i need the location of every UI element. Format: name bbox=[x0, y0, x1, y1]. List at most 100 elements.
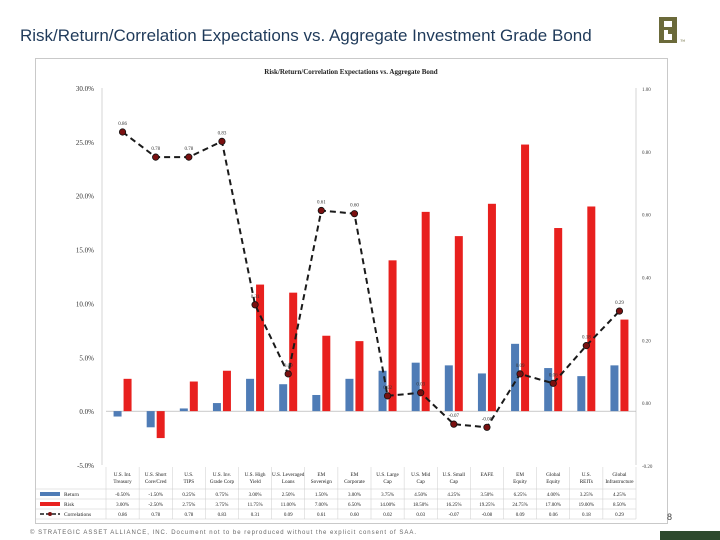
risk-bar bbox=[521, 144, 530, 412]
correlation-point bbox=[317, 206, 325, 215]
table-cell-value: 19.00% bbox=[579, 503, 594, 508]
table-cell-value: 0.78 bbox=[151, 513, 160, 518]
risk-bar bbox=[620, 319, 629, 412]
table-cell-value: 3.75% bbox=[381, 493, 394, 498]
table-cell-value: 11.75% bbox=[247, 503, 262, 508]
table-cell-value: 7.00% bbox=[315, 503, 328, 508]
chart-frame: Risk/Return/Correlation Expectations vs.… bbox=[35, 58, 668, 524]
correlation-data-label: -0.07 bbox=[449, 414, 460, 419]
table-cell-value: 0.78 bbox=[184, 513, 193, 518]
risk-bar bbox=[554, 228, 563, 412]
left-axis-tick-label: -5.0% bbox=[77, 462, 94, 470]
correlation-point bbox=[549, 379, 557, 387]
category-label-line1: EM bbox=[317, 472, 325, 478]
footer-bar bbox=[0, 527, 720, 540]
table-cell-value: 11.00% bbox=[281, 503, 296, 508]
left-axis-tick-label: 5.0% bbox=[79, 354, 94, 362]
table-cell-value: 18.50% bbox=[413, 503, 428, 508]
right-axis-tick-label: 0.40 bbox=[642, 277, 651, 282]
category-label-line2: REITs bbox=[580, 479, 593, 485]
category-label-line1: EM bbox=[516, 472, 524, 478]
category-label-line1: U.S. Mid bbox=[411, 472, 431, 478]
table-cell-value: 4.00% bbox=[547, 493, 560, 498]
right-axis-tick-label: 0.80 bbox=[642, 151, 651, 156]
right-axis-tick-label: 0.00 bbox=[642, 402, 651, 407]
category-label-line2: Cap bbox=[383, 479, 392, 485]
category-label-line1: U.S. bbox=[184, 472, 193, 478]
table-cell-value: 6.50% bbox=[348, 503, 361, 508]
table-cell-value: 0.31 bbox=[251, 513, 260, 518]
table-cell-value: 1.50% bbox=[315, 493, 328, 498]
category-label-line1: Global bbox=[546, 472, 561, 478]
table-cell-value: 19.25% bbox=[479, 503, 494, 508]
correlation-data-label: 0.78 bbox=[184, 147, 193, 152]
correlation-point bbox=[582, 342, 590, 350]
table-cell-value: 24.75% bbox=[512, 503, 527, 508]
legend-label: Correlations bbox=[64, 512, 91, 518]
table-cell-value: 0.09 bbox=[284, 513, 293, 518]
return-bar bbox=[444, 365, 453, 412]
table-cell-value: 4.50% bbox=[414, 493, 427, 498]
correlation-point bbox=[251, 301, 259, 309]
company-logo: ™ bbox=[659, 17, 685, 45]
category-label-line2: Infrastructure bbox=[605, 478, 634, 485]
correlation-data-label: 0.83 bbox=[218, 131, 227, 136]
table-cell-value: -2.50% bbox=[148, 503, 163, 508]
legend-label: Return bbox=[64, 492, 79, 498]
table-cell-value: 0.61 bbox=[317, 513, 326, 518]
legend-label: Risk bbox=[64, 502, 74, 508]
table-cell-value: 0.03 bbox=[416, 513, 425, 518]
risk-bar bbox=[587, 206, 596, 412]
table-cell-value: 17.00% bbox=[545, 503, 560, 508]
svg-text:™: ™ bbox=[680, 39, 685, 45]
footer-corner-block bbox=[660, 531, 720, 540]
correlation-point bbox=[118, 128, 127, 136]
correlation-point bbox=[284, 370, 292, 378]
right-axis-tick-label: 1.00 bbox=[642, 88, 651, 93]
table-cell-value: 2.75% bbox=[182, 503, 195, 508]
table-cell-value: 6.25% bbox=[514, 493, 527, 498]
return-bar bbox=[179, 408, 188, 412]
left-axis-tick-label: 25.0% bbox=[76, 139, 94, 147]
risk-bar bbox=[454, 236, 463, 412]
risk-bar bbox=[256, 284, 265, 412]
table-cell-value: -1.50% bbox=[148, 493, 163, 498]
correlation-data-label: 0.18 bbox=[582, 336, 591, 341]
risk-bar bbox=[421, 211, 430, 412]
risk-bar bbox=[189, 381, 198, 412]
table-cell-value: -0.07 bbox=[449, 513, 460, 518]
correlation-data-label: -0.08 bbox=[482, 417, 493, 422]
right-axis-tick-label: -0.20 bbox=[642, 465, 653, 470]
category-label-line1: U.S. bbox=[582, 472, 591, 478]
category-label-line2: Grade Corp bbox=[210, 479, 235, 485]
table-cell-value: 0.83 bbox=[218, 513, 227, 518]
left-axis-tick-label: 0.0% bbox=[79, 408, 94, 416]
return-bar bbox=[146, 411, 155, 428]
return-bar bbox=[246, 378, 255, 412]
correlation-data-label: 0.29 bbox=[615, 301, 624, 306]
return-bar bbox=[411, 362, 420, 412]
table-cell-value: -0.08 bbox=[482, 513, 493, 518]
correlation-data-label: 0.78 bbox=[151, 147, 160, 152]
return-bar bbox=[279, 384, 288, 412]
correlation-data-label: 0.31 bbox=[251, 295, 260, 300]
correlation-point bbox=[218, 137, 226, 146]
table-cell-value: 2.50% bbox=[282, 493, 295, 498]
return-bar bbox=[345, 378, 354, 412]
category-label-line2: Cap bbox=[450, 479, 459, 485]
table-cell-value: 0.86 bbox=[118, 513, 127, 518]
risk-bar bbox=[289, 292, 298, 412]
correlation-data-label: 0.03 bbox=[416, 383, 425, 388]
category-label-line1: U.S. Short bbox=[145, 472, 167, 478]
table-cell-value: 3.00% bbox=[348, 493, 361, 498]
return-bar bbox=[113, 411, 122, 417]
category-label-line1: U.S. Large bbox=[376, 472, 399, 478]
return-bar bbox=[378, 370, 387, 412]
correlation-data-label: 0.02 bbox=[383, 386, 392, 391]
correlation-point bbox=[450, 420, 458, 428]
footer-disclaimer: © STRATEGIC ASSET ALLIANCE, INC. Documen… bbox=[30, 530, 417, 536]
risk-bar bbox=[156, 411, 165, 439]
chart-title: Risk/Return/Correlation Expectations vs.… bbox=[264, 68, 437, 76]
return-bar bbox=[212, 403, 221, 412]
correlation-point bbox=[350, 210, 359, 218]
